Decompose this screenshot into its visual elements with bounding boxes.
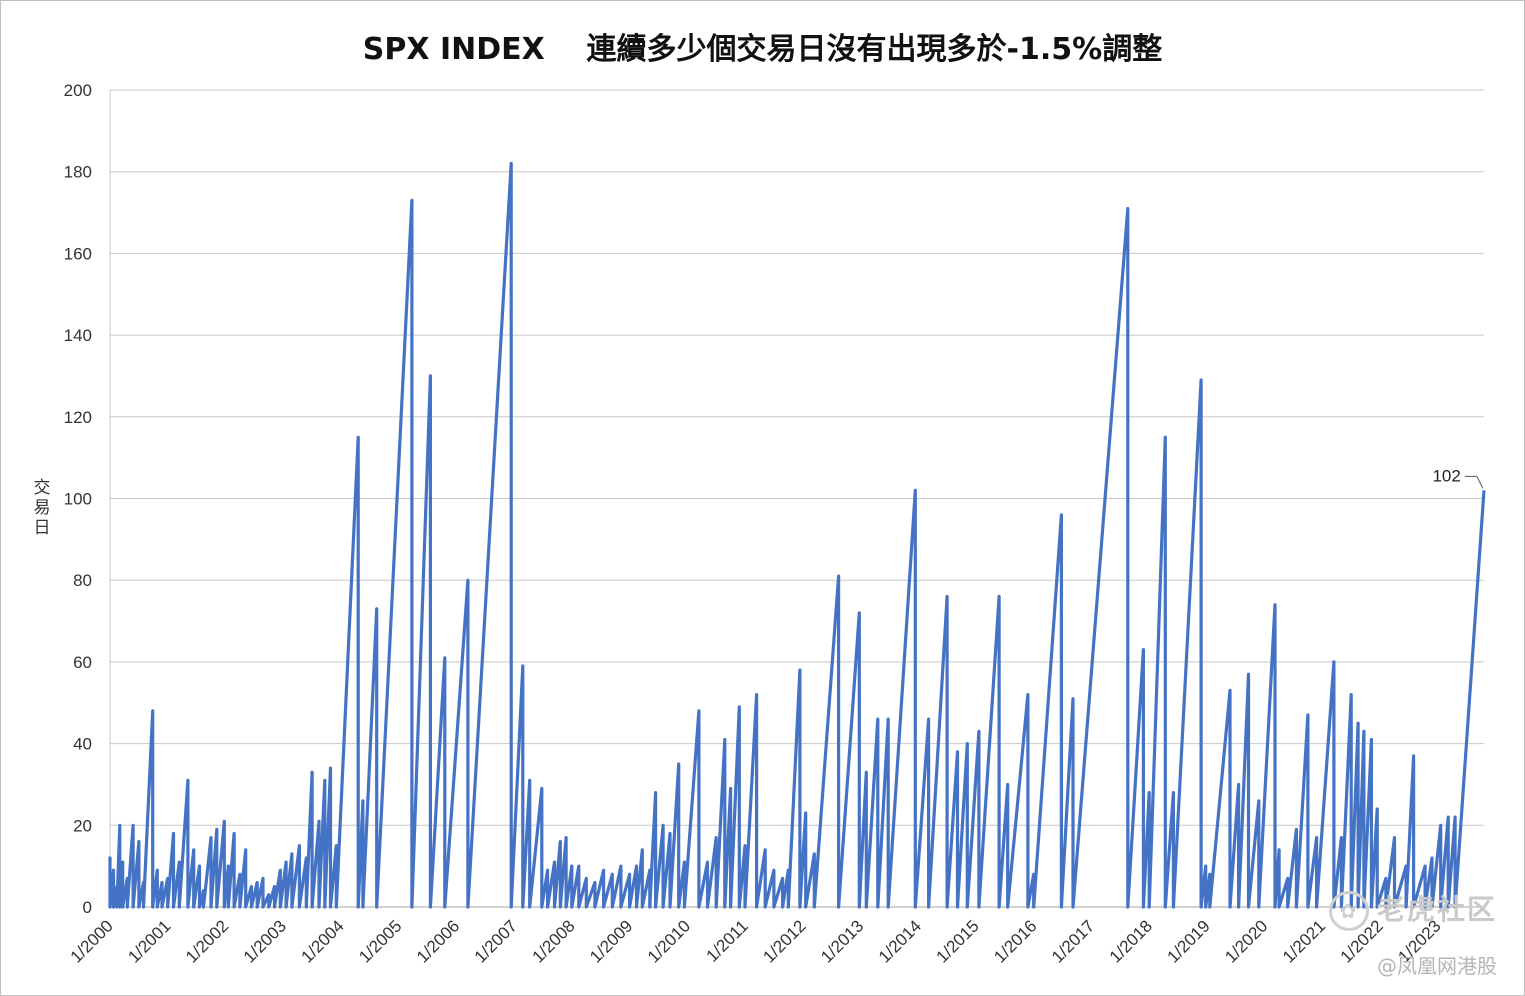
x-tick-label: 1/2013: [817, 916, 867, 966]
x-tick-label: 1/2011: [703, 916, 752, 965]
y-tick-label: 200: [64, 81, 92, 100]
x-tick-label: 1/2006: [413, 916, 463, 966]
x-tick-labels: 1/2000 1/2001 1/2002 1/2003 1/2004 1/2005 1/20…: [67, 916, 1445, 966]
y-tick-label: 0: [83, 898, 92, 917]
y-tick-label: 20: [73, 816, 92, 835]
x-tick-label: 1/2014: [875, 916, 925, 966]
annotations: 102: [1432, 466, 1484, 489]
x-tick-label: 1/2012: [759, 916, 809, 966]
watermark-text: 老虎社区: [1376, 893, 1497, 926]
x-tick-label: 1/2019: [1164, 916, 1214, 966]
y-axis-label: 交易日: [30, 478, 54, 538]
x-tick-label: 1/2005: [355, 916, 405, 966]
y-tick-label: 180: [64, 163, 92, 182]
y-tick-labels: 0 20 40 60 80 100 120 140 160 180 200: [64, 81, 92, 917]
series-line: [108, 161, 1486, 909]
y-axis-label-text: 交易日: [33, 478, 51, 538]
x-tick-label: 1/2020: [1221, 916, 1271, 966]
x-tick-label: 1/2010: [644, 916, 694, 966]
y-tick-label: 100: [64, 490, 92, 509]
x-tick-label: 1/2016: [990, 916, 1040, 966]
tiger-logo-icon: ✿: [1328, 891, 1369, 931]
annotation-label: 102: [1432, 466, 1460, 485]
y-tick-label: 120: [64, 408, 92, 427]
x-tick-label: 1/2002: [182, 916, 232, 966]
x-tick-label: 1/2001: [124, 916, 174, 966]
x-tick-label: 1/2007: [471, 916, 521, 966]
y-tick-label: 80: [73, 571, 92, 590]
watermark-source: @凤凰网港股: [1377, 954, 1497, 978]
y-tick-label: 40: [73, 735, 92, 754]
x-tick-label: 1/2015: [933, 916, 983, 966]
x-tick-label: 1/2018: [1106, 916, 1156, 966]
chart-title: SPX INDEX 連續多少個交易日沒有出現多於-1.5%調整: [362, 32, 1163, 67]
watermark-logo: ✿ 老虎社区: [1328, 888, 1497, 931]
y-tick-label: 140: [64, 326, 92, 345]
x-tick-label: 1/2017: [1048, 916, 1098, 966]
x-tick-label: 1/2021: [1279, 916, 1329, 966]
gridlines: [109, 89, 1484, 908]
y-tick-label: 60: [73, 653, 92, 672]
x-tick-label: 1/2004: [298, 916, 348, 966]
x-tick-label: 1/2009: [586, 916, 636, 966]
y-tick-label: 160: [64, 244, 92, 263]
annotation-leader-line: [1464, 475, 1484, 489]
series-line-group: [108, 161, 1486, 909]
x-tick-label: 1/2003: [240, 916, 290, 966]
x-tick-label: 1/2000: [67, 916, 117, 966]
x-tick-label: 1/2008: [528, 916, 578, 966]
